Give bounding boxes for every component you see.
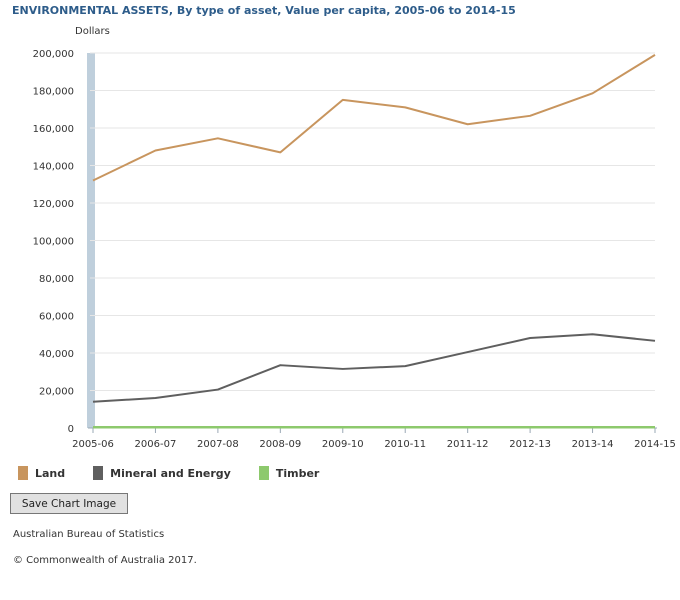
y-axis-label: Dollars <box>75 26 110 37</box>
x-tick-label: 2007-08 <box>197 439 239 450</box>
legend-label-timber: Timber <box>275 466 320 480</box>
legend-item-mineral-and-energy[interactable]: Mineral and Energy <box>93 466 231 480</box>
legend-swatch-timber <box>258 466 269 480</box>
y-tick-label: 200,000 <box>33 49 74 60</box>
y-tick-label: 80,000 <box>39 274 74 285</box>
x-tick-label: 2012-13 <box>509 439 551 450</box>
legend-swatch-land <box>18 466 28 480</box>
x-tick-label: 2005-06 <box>72 439 114 450</box>
chart-title: ENVIRONMENTAL ASSETS, By type of asset, … <box>12 4 516 17</box>
legend: Land Mineral and Energy Timber <box>18 466 347 480</box>
x-tick-label: 2014-15 <box>634 439 676 450</box>
y-tick-label: 140,000 <box>33 162 74 173</box>
x-tick-label: 2008-09 <box>259 439 301 450</box>
x-tick-label: 2009-10 <box>322 439 364 450</box>
legend-label-mineral-and-energy: Mineral and Energy <box>110 466 231 480</box>
series-line-land <box>92 54 656 182</box>
legend-swatch-mineral-and-energy <box>93 466 104 480</box>
save-chart-image-button[interactable]: Save Chart Image <box>10 493 128 514</box>
y-tick-label: 40,000 <box>39 349 74 360</box>
y-tick-label: 120,000 <box>33 199 74 210</box>
series-line-mineral-and-energy <box>92 333 656 403</box>
legend-item-land[interactable]: Land <box>18 466 65 480</box>
legend-label-land: Land <box>35 466 66 480</box>
x-tick-label: 2010-11 <box>384 439 426 450</box>
copyright-text: © Commonwealth of Australia 2017. <box>13 555 197 566</box>
y-tick-label: 160,000 <box>33 124 74 135</box>
y-tick-label: 20,000 <box>39 387 74 398</box>
y-tick-label: 100,000 <box>33 237 74 248</box>
y-tick-label: 60,000 <box>39 312 74 323</box>
legend-item-timber[interactable]: Timber <box>258 466 320 480</box>
x-tick-label: 2006-07 <box>135 439 177 450</box>
source-text: Australian Bureau of Statistics <box>13 529 165 540</box>
x-tick-label: 2011-12 <box>447 439 489 450</box>
line-chart: 0 20,000 40,000 60,000 80,000 100,000 120,000 1… <box>33 49 676 450</box>
x-tick-label: 2013-14 <box>572 439 614 450</box>
y-tick-label: 180,000 <box>33 87 74 98</box>
y-tick-label: 0 <box>68 424 74 435</box>
